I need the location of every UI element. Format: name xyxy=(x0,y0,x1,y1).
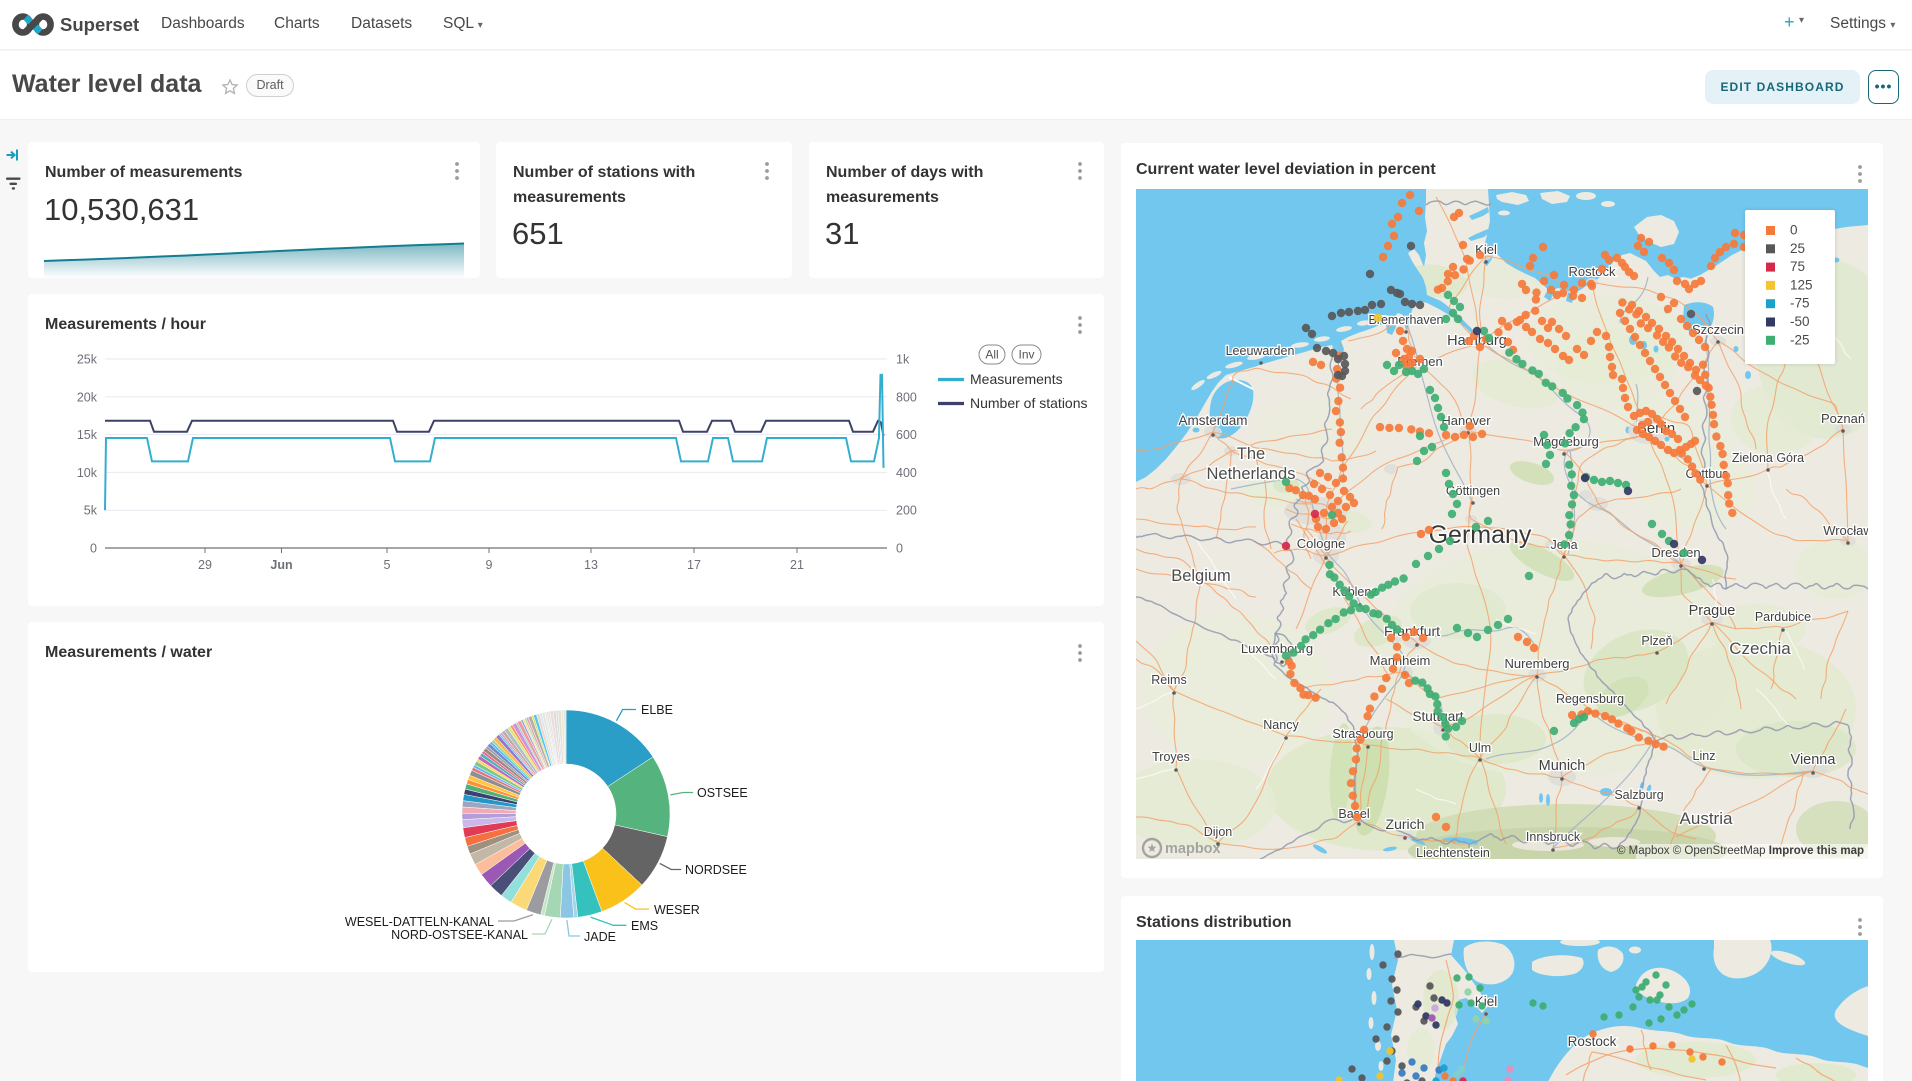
svg-text:9: 9 xyxy=(486,558,493,572)
svg-text:13: 13 xyxy=(584,558,598,572)
svg-text:Czechia: Czechia xyxy=(1729,639,1791,658)
svg-text:Nuremberg: Nuremberg xyxy=(1504,656,1569,671)
svg-text:Nancy: Nancy xyxy=(1263,718,1299,732)
svg-text:Zurich: Zurich xyxy=(1386,816,1425,832)
svg-text:NORD-OSTSEE-KANAL: NORD-OSTSEE-KANAL xyxy=(391,928,528,942)
svg-text:25k: 25k xyxy=(77,353,98,367)
svg-text:Ulm: Ulm xyxy=(1469,741,1491,755)
svg-text:-50: -50 xyxy=(1790,314,1810,329)
svg-text:Göttingen: Göttingen xyxy=(1446,484,1500,498)
svg-text:800: 800 xyxy=(896,390,917,404)
svg-text:600: 600 xyxy=(896,428,917,442)
svg-text:400: 400 xyxy=(896,466,917,480)
svg-text:Szczecin: Szczecin xyxy=(1692,322,1744,337)
svg-text:Munich: Munich xyxy=(1539,758,1586,774)
svg-text:10k: 10k xyxy=(77,466,98,480)
svg-text:Kiel: Kiel xyxy=(1475,994,1498,1009)
svg-text:WESER: WESER xyxy=(654,903,700,917)
svg-text:Wrocław: Wrocław xyxy=(1823,523,1868,538)
svg-text:20k: 20k xyxy=(77,390,98,404)
svg-text:Dijon: Dijon xyxy=(1204,825,1233,839)
svg-text:WESEL-DATTELN-KANAL: WESEL-DATTELN-KANAL xyxy=(345,915,494,929)
svg-text:Zielona Góra: Zielona Góra xyxy=(1732,451,1804,465)
svg-text:17: 17 xyxy=(687,558,701,572)
svg-text:Mannheim: Mannheim xyxy=(1370,653,1431,668)
svg-text:Linz: Linz xyxy=(1693,749,1716,763)
svg-text:1k: 1k xyxy=(896,353,910,367)
svg-text:Belgium: Belgium xyxy=(1171,567,1231,585)
svg-text:Amsterdam: Amsterdam xyxy=(1178,413,1247,428)
svg-text:0: 0 xyxy=(90,542,97,556)
svg-text:75: 75 xyxy=(1790,259,1805,274)
svg-text:Stuttgart: Stuttgart xyxy=(1412,709,1463,724)
svg-text:Reims: Reims xyxy=(1151,673,1186,687)
svg-text:JADE: JADE xyxy=(584,930,616,944)
svg-text:EMS: EMS xyxy=(631,919,658,933)
svg-text:Number of stations: Number of stations xyxy=(970,395,1088,411)
svg-text:Jun: Jun xyxy=(270,558,292,572)
svg-text:29: 29 xyxy=(198,558,212,572)
svg-text:Plzeň: Plzeň xyxy=(1641,634,1672,648)
svg-text:Measurements: Measurements xyxy=(970,371,1063,387)
svg-text:Liechtenstein: Liechtenstein xyxy=(1416,846,1490,859)
svg-text:OSTSEE: OSTSEE xyxy=(697,786,748,800)
svg-text:Inv: Inv xyxy=(1018,348,1034,362)
svg-text:15k: 15k xyxy=(77,428,98,442)
svg-text:All: All xyxy=(985,348,998,362)
svg-text:Rostock: Rostock xyxy=(1569,264,1616,279)
svg-text:5k: 5k xyxy=(84,504,98,518)
svg-text:Rostock: Rostock xyxy=(1568,1034,1617,1049)
svg-text:0: 0 xyxy=(896,542,903,556)
svg-text:200: 200 xyxy=(896,504,917,518)
svg-text:Prague: Prague xyxy=(1689,603,1736,619)
svg-text:-25: -25 xyxy=(1790,332,1810,347)
svg-text:Austria: Austria xyxy=(1680,809,1733,828)
svg-text:Hanover: Hanover xyxy=(1441,413,1491,428)
svg-text:Bremerhaven: Bremerhaven xyxy=(1368,313,1443,327)
svg-text:25: 25 xyxy=(1790,241,1805,256)
svg-text:Basel: Basel xyxy=(1338,807,1369,821)
svg-text:Poznań: Poznań xyxy=(1821,411,1865,426)
svg-text:Innsbruck: Innsbruck xyxy=(1526,830,1581,844)
svg-text:The: The xyxy=(1237,445,1265,463)
svg-text:Germany: Germany xyxy=(1429,521,1532,549)
svg-text:NORDSEE: NORDSEE xyxy=(685,863,747,877)
svg-text:Troyes: Troyes xyxy=(1152,750,1190,764)
svg-text:Dresden: Dresden xyxy=(1651,545,1700,560)
svg-text:Regensburg: Regensburg xyxy=(1556,692,1624,706)
svg-text:0: 0 xyxy=(1790,223,1798,238)
svg-text:ELBE: ELBE xyxy=(641,703,673,717)
svg-text:Netherlands: Netherlands xyxy=(1207,465,1296,483)
svg-text:125: 125 xyxy=(1790,277,1813,292)
svg-text:Strasbourg: Strasbourg xyxy=(1332,727,1393,741)
svg-text:-75: -75 xyxy=(1790,296,1810,311)
svg-text:Pardubice: Pardubice xyxy=(1755,610,1811,624)
svg-text:Vienna: Vienna xyxy=(1791,752,1837,768)
svg-text:Cologne: Cologne xyxy=(1297,536,1345,551)
svg-text:5: 5 xyxy=(384,558,391,572)
svg-text:mapbox: mapbox xyxy=(1165,841,1221,857)
svg-text:Salzburg: Salzburg xyxy=(1614,788,1663,802)
svg-text:Leeuwarden: Leeuwarden xyxy=(1226,344,1295,358)
svg-text:21: 21 xyxy=(790,558,804,572)
